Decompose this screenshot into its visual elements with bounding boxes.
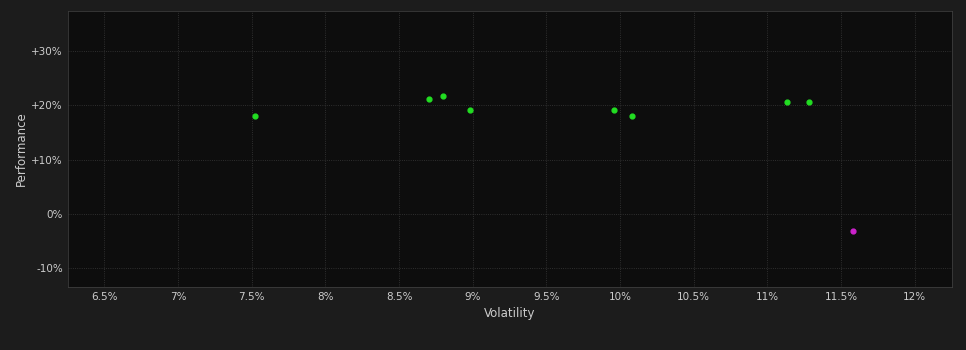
Point bbox=[624, 113, 639, 119]
Point bbox=[462, 107, 477, 112]
X-axis label: Volatility: Volatility bbox=[484, 307, 535, 320]
Y-axis label: Performance: Performance bbox=[15, 111, 28, 186]
Point bbox=[247, 113, 263, 119]
Point bbox=[607, 107, 622, 112]
Point bbox=[436, 93, 451, 98]
Point bbox=[845, 228, 861, 234]
Point bbox=[421, 96, 437, 101]
Point bbox=[779, 99, 794, 104]
Point bbox=[801, 99, 816, 105]
